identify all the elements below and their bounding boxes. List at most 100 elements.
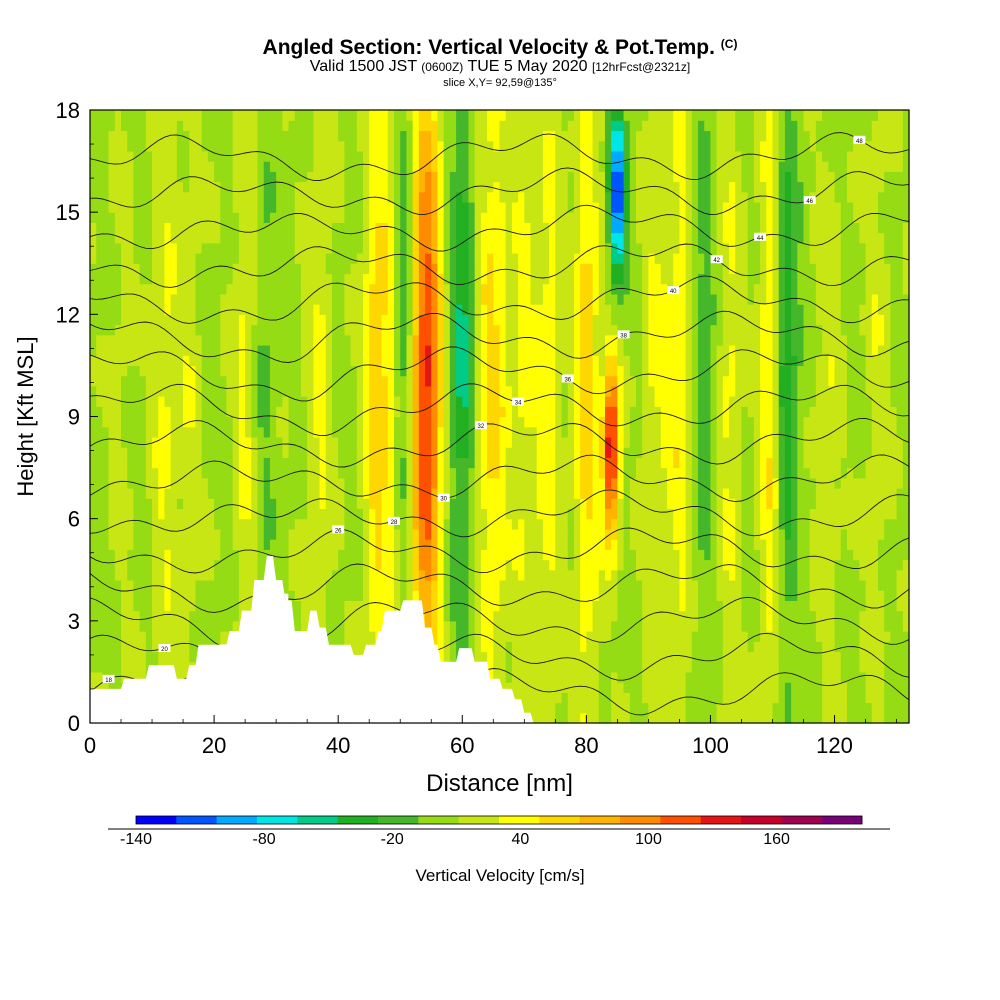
heatmap-cell: [189, 488, 197, 499]
heatmap-cell: [375, 212, 383, 223]
heatmap-cell: [263, 150, 271, 162]
heatmap-cell: [381, 232, 389, 244]
heatmap-cell: [406, 518, 414, 530]
heatmap-cell: [369, 110, 376, 121]
heatmap-cell: [592, 600, 600, 612]
heatmap-cell: [549, 712, 556, 724]
heatmap-cell: [518, 416, 525, 428]
heatmap-cell: [375, 232, 383, 244]
heatmap-cell: [214, 161, 221, 172]
heatmap-cell: [592, 620, 600, 632]
heatmap-cell: [331, 344, 339, 356]
heatmap-cell: [542, 385, 550, 397]
heatmap-cell: [493, 416, 501, 428]
heatmap-cell: [90, 620, 97, 632]
heatmap-cell: [108, 293, 116, 305]
heatmap-cell: [369, 232, 376, 244]
heatmap-cell: [201, 222, 209, 234]
heatmap-cell: [325, 436, 333, 448]
heatmap-cell: [201, 253, 209, 264]
heatmap-cell: [344, 161, 352, 172]
heatmap-cell: [474, 406, 482, 418]
heatmap-cell: [456, 610, 463, 622]
heatmap-cell: [487, 569, 494, 581]
heatmap-cell: [245, 242, 252, 254]
heatmap-cell: [598, 212, 606, 223]
heatmap-cell: [313, 242, 321, 254]
heatmap-cell: [530, 518, 538, 530]
heatmap-cell: [406, 396, 414, 407]
heatmap-cell: [300, 130, 308, 142]
heatmap-cell: [549, 355, 556, 367]
heatmap-cell: [114, 671, 122, 683]
heatmap-cell: [251, 569, 259, 581]
heatmap-cell: [307, 263, 314, 275]
heatmap-cell: [425, 253, 432, 264]
heatmap-cell: [139, 314, 147, 326]
heatmap-cell: [480, 600, 488, 612]
heatmap-cell: [505, 365, 513, 377]
heatmap-cell: [325, 457, 333, 469]
heatmap-cell: [400, 385, 408, 397]
heatmap-cell: [121, 242, 128, 254]
heatmap-cell: [567, 498, 575, 510]
heatmap-cell: [201, 426, 209, 438]
heatmap-cell: [425, 620, 432, 632]
heatmap-cell: [214, 559, 221, 571]
heatmap-cell: [580, 682, 587, 693]
heatmap-cell: [152, 508, 159, 520]
heatmap-cell: [555, 304, 563, 315]
heatmap-cell: [499, 569, 507, 581]
heatmap-cell: [468, 620, 476, 632]
heatmap-cell: [418, 314, 426, 326]
heatmap-cell: [598, 283, 606, 295]
heatmap-cell: [412, 457, 420, 469]
heatmap-cell: [269, 334, 277, 346]
heatmap-cell: [387, 334, 395, 346]
heatmap-cell: [338, 232, 345, 244]
heatmap-cell: [536, 641, 544, 653]
heatmap-cell: [294, 191, 302, 203]
heatmap-cell: [499, 253, 507, 264]
heatmap-cell: [307, 334, 314, 346]
heatmap-cell: [449, 344, 457, 356]
heatmap-cell: [189, 539, 197, 550]
heatmap-cell: [319, 600, 327, 612]
heatmap-cell: [145, 201, 153, 213]
heatmap-cell: [127, 222, 135, 234]
heatmap-cell: [400, 212, 408, 223]
heatmap-cell: [282, 344, 290, 356]
heatmap-cell: [195, 610, 203, 622]
heatmap-cell: [288, 528, 296, 540]
heatmap-cell: [598, 344, 606, 356]
heatmap-cell: [338, 222, 345, 234]
heatmap-cell: [567, 661, 575, 673]
heatmap-cell: [542, 375, 550, 387]
heatmap-cell: [114, 590, 122, 601]
heatmap-cell: [288, 334, 296, 346]
heatmap-cell: [245, 569, 252, 581]
heatmap-cell: [164, 191, 172, 203]
heatmap-cell: [524, 457, 532, 469]
heatmap-cell: [369, 212, 376, 223]
heatmap-cell: [443, 631, 451, 642]
heatmap-cell: [449, 508, 457, 520]
heatmap-cell: [549, 344, 556, 356]
heatmap-cell: [288, 150, 296, 162]
heatmap-cell: [325, 549, 333, 561]
heatmap-cell: [406, 263, 414, 275]
heatmap-cell: [195, 110, 203, 121]
heatmap-cell: [257, 140, 265, 152]
heatmap-cell: [263, 467, 271, 479]
heatmap-cell: [555, 150, 563, 162]
heatmap-cell: [269, 344, 277, 356]
heatmap-cell: [561, 181, 569, 193]
heatmap-cell: [245, 426, 252, 438]
heatmap-cell: [468, 355, 476, 367]
heatmap-cell: [344, 539, 352, 550]
heatmap-cell: [356, 508, 364, 520]
heatmap-cell: [176, 385, 184, 397]
heatmap-cell: [108, 569, 116, 581]
heatmap-cell: [344, 396, 352, 407]
heatmap-cell: [555, 682, 563, 693]
